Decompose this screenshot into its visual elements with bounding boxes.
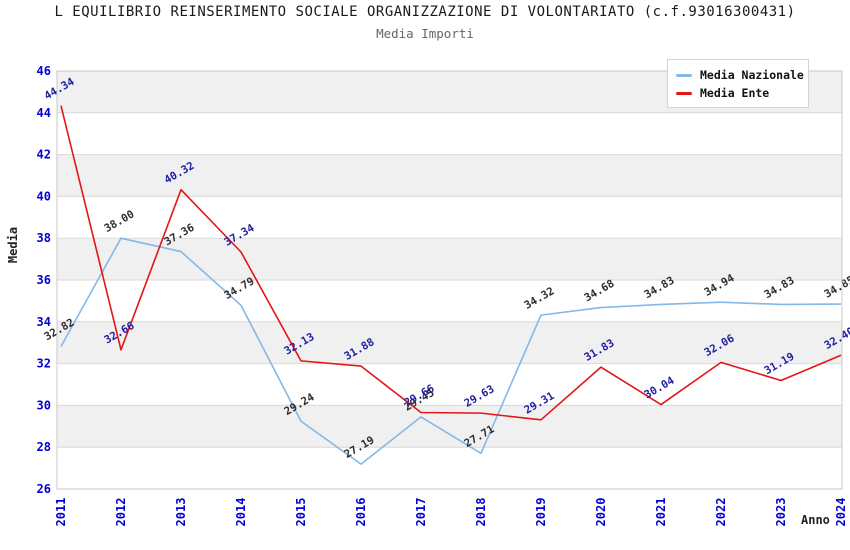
y-tick-label: 34 xyxy=(37,315,51,329)
legend-label-media-ente: Media Ente xyxy=(700,86,770,100)
grid-band xyxy=(57,405,842,448)
grid-band xyxy=(57,321,842,364)
y-tick-label: 40 xyxy=(37,189,51,203)
y-tick-label: 44 xyxy=(37,106,51,120)
x-axis-title: Anno xyxy=(801,513,830,527)
point-label-media-nazionale: 34.68 xyxy=(582,277,617,305)
legend: Media Nazionale Media Ente xyxy=(667,59,809,108)
x-tick-label: 2015 xyxy=(294,498,308,527)
grid-band xyxy=(57,238,842,280)
x-tick-label: 2012 xyxy=(114,498,128,527)
x-tick-label: 2024 xyxy=(834,498,848,527)
legend-item-media-nazionale: Media Nazionale xyxy=(676,66,804,84)
y-tick-label: 42 xyxy=(37,148,51,162)
legend-item-media-ente: Media Ente xyxy=(676,84,800,102)
plot-border xyxy=(56,70,843,490)
y-tick-label: 30 xyxy=(37,398,51,412)
legend-swatch-nazionale-line xyxy=(676,73,692,77)
y-tick-label: 36 xyxy=(37,273,51,287)
x-tick-label: 2018 xyxy=(474,498,488,527)
series-line-media-nazionale xyxy=(60,237,842,465)
point-label-media-nazionale: 38.00 xyxy=(102,207,137,235)
x-tick-label: 2011 xyxy=(54,498,68,527)
x-tick-label: 2019 xyxy=(534,498,548,527)
y-tick-label: 26 xyxy=(37,482,51,496)
series-line-media-ente xyxy=(60,105,842,421)
x-tick-label: 2022 xyxy=(714,498,728,527)
x-tick-label: 2020 xyxy=(594,498,608,527)
x-tick-label: 2016 xyxy=(354,498,368,527)
legend-swatch-ente-line xyxy=(676,91,692,95)
y-tick-label: 46 xyxy=(37,64,51,78)
x-tick-label: 2021 xyxy=(654,498,668,527)
chart-subtitle: Media Importi xyxy=(376,26,474,41)
legend-label-media-nazionale: Media Nazionale xyxy=(700,68,804,82)
y-tick-label: 28 xyxy=(37,440,51,454)
y-tick-label: 32 xyxy=(37,357,51,371)
x-tick-label: 2017 xyxy=(414,498,428,527)
grid-band xyxy=(57,154,842,197)
y-axis-title: Media xyxy=(6,226,20,264)
x-tick-label: 2013 xyxy=(174,498,188,527)
chart-title: L EQUILIBRIO REINSERIMENTO SOCIALE ORGAN… xyxy=(54,4,796,20)
x-tick-label: 2014 xyxy=(234,498,248,527)
point-label-media-nazionale: 34.32 xyxy=(522,284,557,312)
y-tick-label: 38 xyxy=(37,231,51,245)
x-tick-label: 2023 xyxy=(774,498,788,527)
